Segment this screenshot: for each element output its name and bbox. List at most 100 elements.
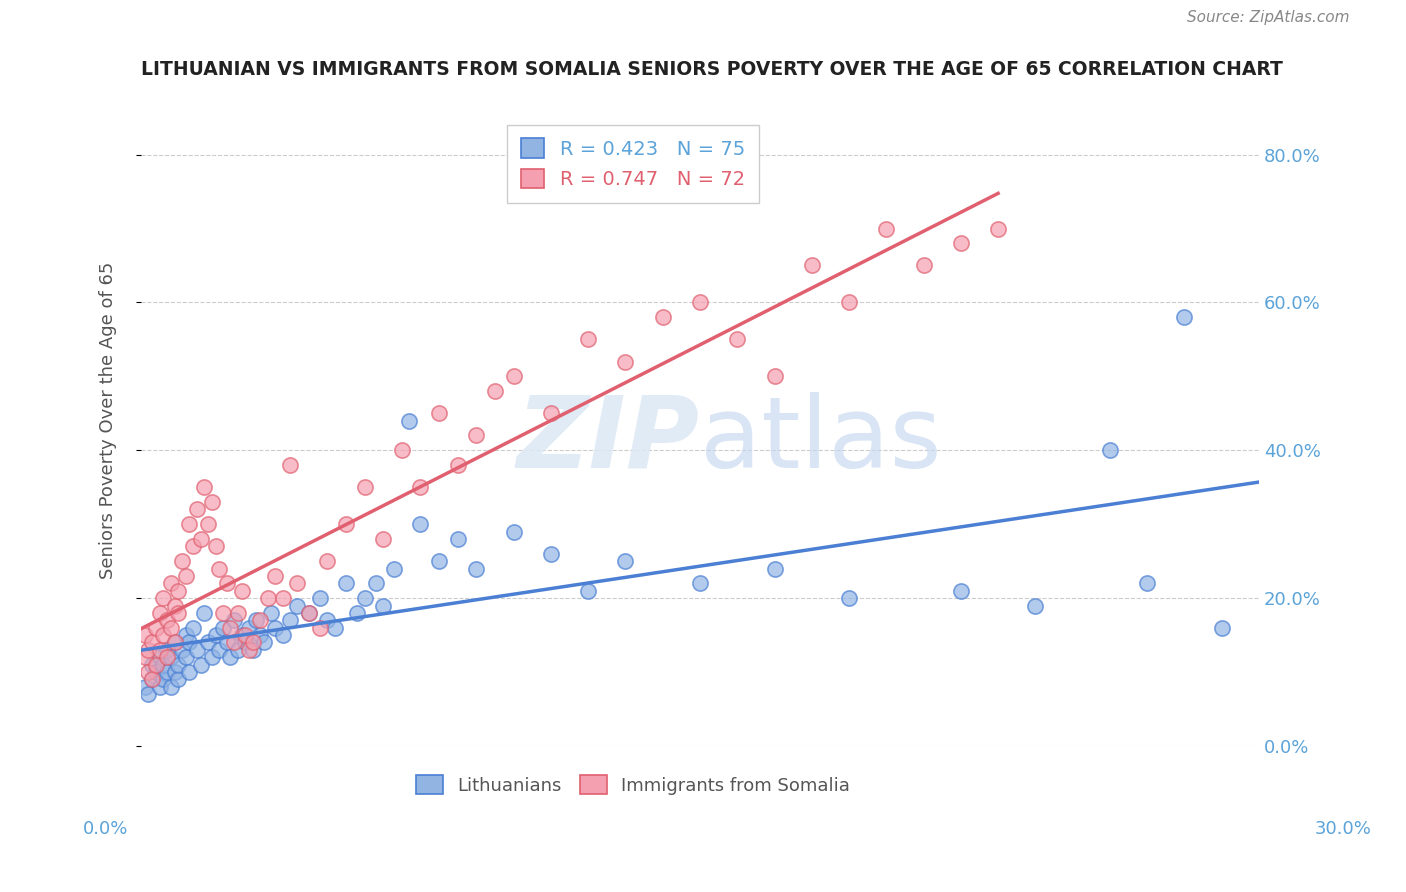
Point [271,591,294,606]
Point [1024,599,1046,613]
Point [233,628,256,642]
Point [800,259,823,273]
Point [201,495,224,509]
Point [335,576,357,591]
Point [987,221,1010,235]
Point [1098,443,1121,458]
Point [174,569,197,583]
Point [576,583,599,598]
Point [170,554,193,568]
Point [193,606,215,620]
Point [138,665,160,679]
Point [323,621,346,635]
Point [264,569,287,583]
Point [763,369,786,384]
Point [614,354,637,368]
Point [159,576,181,591]
Point [167,657,190,672]
Point [197,517,219,532]
Point [427,406,450,420]
Point [465,428,488,442]
Point [163,635,186,649]
Point [447,458,470,472]
Point [201,650,224,665]
Point [208,643,231,657]
Point [224,613,246,627]
Text: Source: ZipAtlas.com: Source: ZipAtlas.com [1187,11,1350,25]
Point [576,332,599,346]
Point [226,606,249,620]
Point [316,613,339,627]
Point [540,547,562,561]
Point [447,532,470,546]
Point [181,540,204,554]
Point [152,657,174,672]
Point [287,599,309,613]
Point [193,480,215,494]
Point [159,680,181,694]
Text: LITHUANIAN VS IMMIGRANTS FROM SOMALIA SENIORS POVERTY OVER THE AGE OF 65 CORRELA: LITHUANIAN VS IMMIGRANTS FROM SOMALIA SE… [141,60,1282,78]
Point [253,635,276,649]
Point [502,369,524,384]
Point [159,621,181,635]
Point [145,657,167,672]
Point [179,635,201,649]
Point [212,606,235,620]
Point [138,687,160,701]
Point [208,561,231,575]
Point [233,635,256,649]
Point [134,680,156,694]
Point [484,384,506,398]
Point [1136,576,1159,591]
Point [838,591,860,606]
Point [163,635,186,649]
Text: ZIP: ZIP [517,392,700,489]
Point [949,236,972,251]
Point [181,621,204,635]
Point [540,406,562,420]
Point [204,540,226,554]
Point [465,561,488,575]
Legend: Lithuanians, Immigrants from Somalia: Lithuanians, Immigrants from Somalia [409,768,858,802]
Point [373,599,395,613]
Point [231,628,253,642]
Point [141,635,163,649]
Point [149,606,172,620]
Point [167,606,190,620]
Point [335,517,357,532]
Point [138,643,160,657]
Text: 0.0%: 0.0% [83,820,128,838]
Point [152,673,174,687]
Point [152,628,174,642]
Point [149,650,172,665]
Point [308,621,330,635]
Point [614,554,637,568]
Point [391,443,413,458]
Point [149,680,172,694]
Point [238,643,260,657]
Point [689,576,711,591]
Point [427,554,450,568]
Point [215,635,238,649]
Point [226,643,249,657]
Point [763,561,786,575]
Point [156,643,179,657]
Point [382,561,405,575]
Point [725,332,748,346]
Point [215,576,238,591]
Point [190,532,212,546]
Point [159,650,181,665]
Point [141,673,163,687]
Point [271,628,294,642]
Point [219,650,242,665]
Point [364,576,387,591]
Point [156,613,179,627]
Point [249,613,271,627]
Point [149,643,172,657]
Point [224,635,246,649]
Point [949,583,972,598]
Point [145,665,167,679]
Point [838,295,860,310]
Point [204,628,226,642]
Point [278,458,301,472]
